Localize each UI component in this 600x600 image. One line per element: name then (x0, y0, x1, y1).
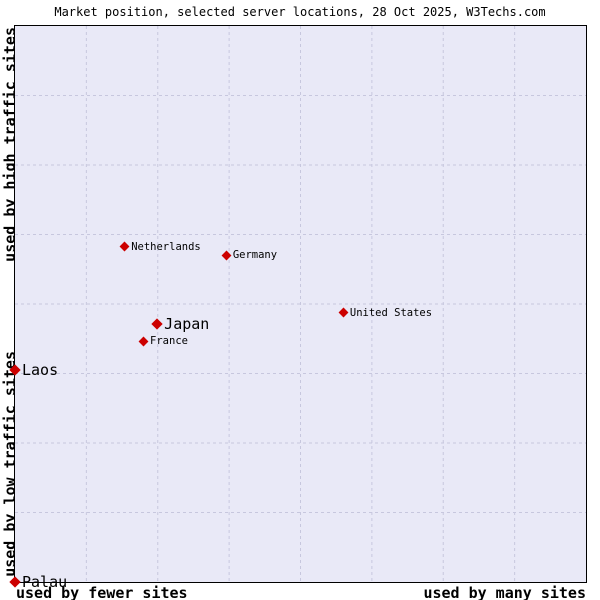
diamond-marker-icon (151, 318, 163, 330)
point-label: Netherlands (131, 240, 201, 253)
data-point-united-states: United States (338, 306, 433, 319)
plot-area: Netherlands Germany United States Japan Fran… (9, 25, 587, 591)
diamond-marker-icon (119, 241, 130, 252)
point-label: United States (349, 306, 433, 319)
point-label: Palau (22, 573, 68, 591)
point-label: France (150, 335, 188, 348)
data-point-japan: Japan (151, 315, 210, 334)
diamond-marker-icon (9, 364, 21, 376)
data-point-france: France (138, 335, 188, 348)
x-axis-label-fewer-sites: used by fewer sites (16, 584, 188, 600)
diamond-marker-icon (221, 250, 232, 261)
data-point-netherlands: Netherlands (119, 240, 201, 253)
point-label: Japan (164, 315, 210, 334)
diamond-marker-icon (138, 336, 149, 347)
data-point-germany: Germany (221, 249, 278, 262)
data-point-palau: Palau (9, 573, 68, 591)
point-label: Germany (232, 249, 278, 262)
data-point-laos: Laos (9, 361, 59, 380)
x-axis-label-many-sites: used by many sites (423, 584, 586, 600)
point-label: Laos (22, 361, 59, 380)
chart-title: Market position, selected server locatio… (54, 5, 546, 19)
diamond-marker-icon (338, 307, 349, 318)
grid (15, 26, 586, 582)
